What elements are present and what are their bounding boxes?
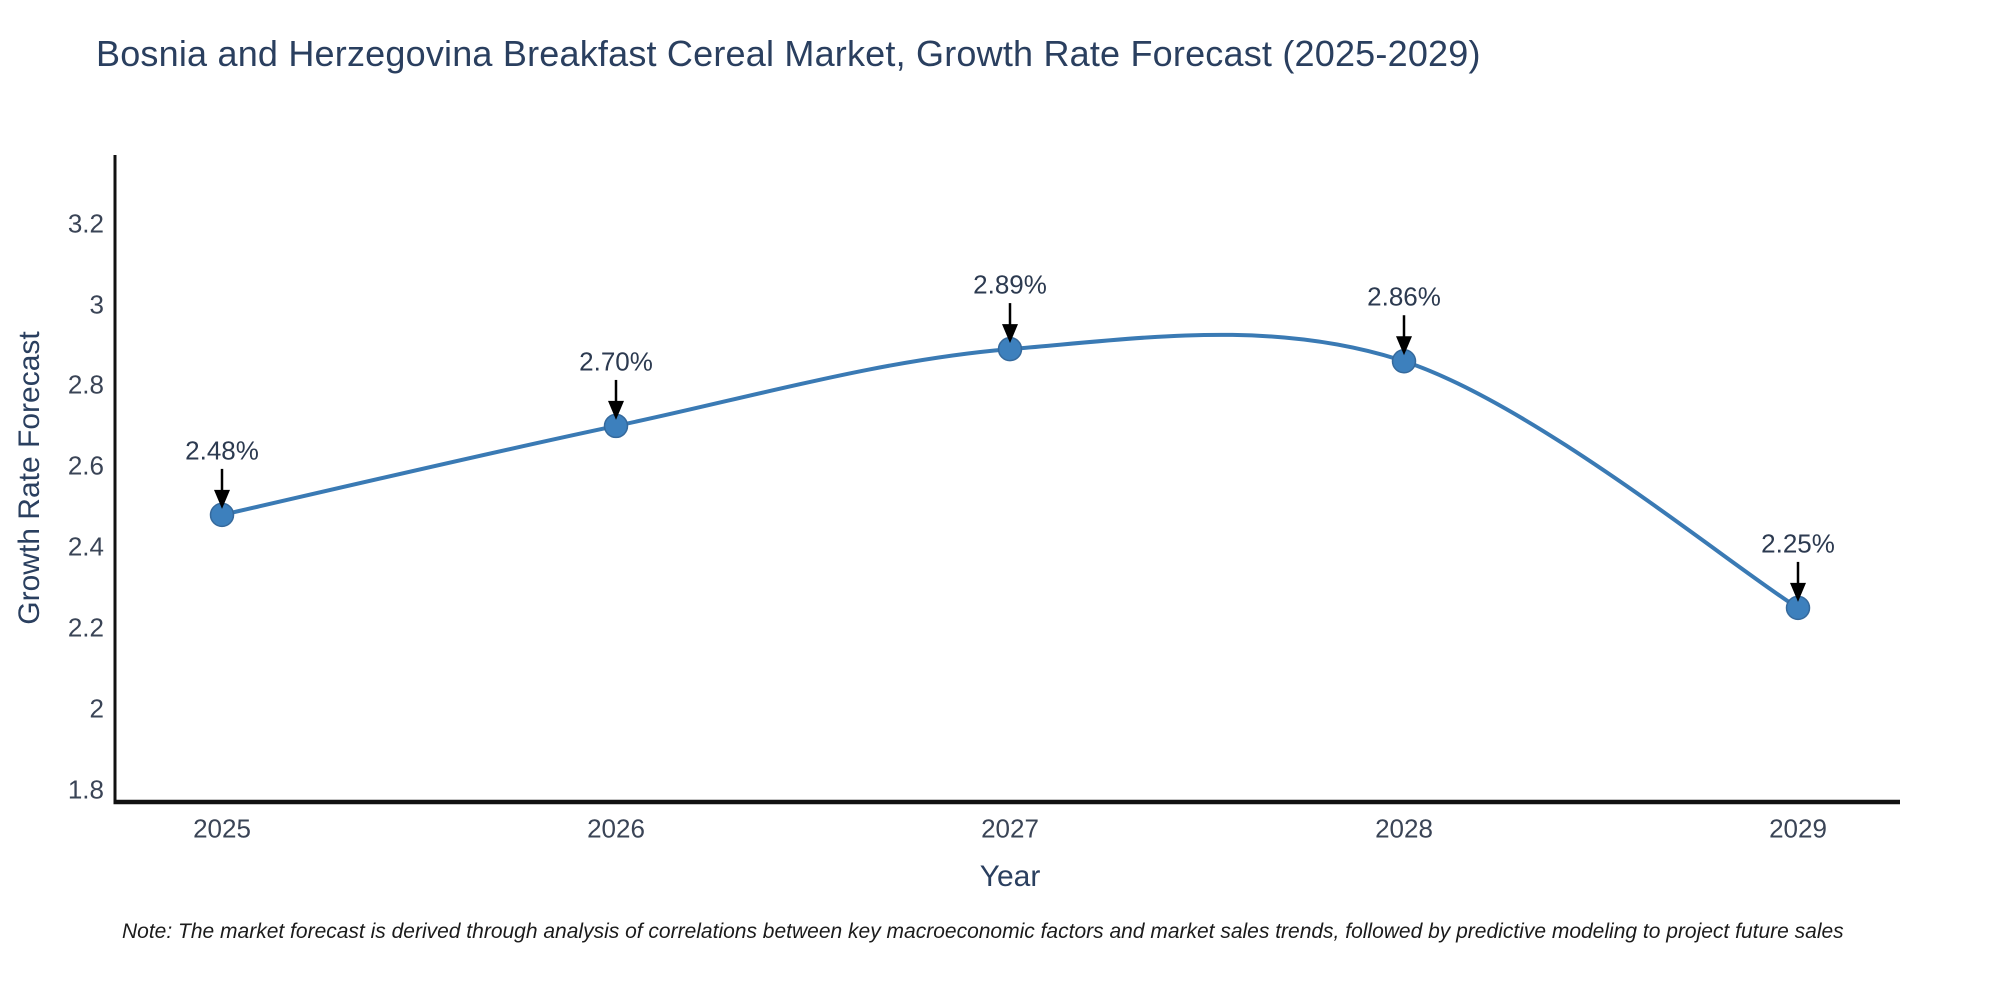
y-tick-label: 2.6: [67, 450, 104, 481]
x-tick-label: 2026: [587, 813, 645, 844]
footnote: Note: The market forecast is derived thr…: [122, 920, 1844, 943]
y-tick-label: 3.2: [67, 208, 104, 239]
series-line: [220, 332, 1800, 610]
annotation-arrowhead-icon: [1790, 582, 1806, 602]
y-tick-label: 1.8: [67, 774, 104, 805]
point-value-label: 2.89%: [973, 269, 1047, 300]
x-axis-title: Year: [979, 860, 1041, 893]
x-tick-label: 2028: [1375, 813, 1433, 844]
y-tick-label: 2.8: [67, 369, 104, 400]
chart-title: Bosnia and Herzegovina Breakfast Cereal …: [96, 33, 1481, 74]
point-value-label: 2.25%: [1761, 528, 1835, 559]
x-tick-label: 2029: [1769, 813, 1827, 844]
y-tick-label: 2: [89, 693, 104, 724]
y-tick-label: 3: [89, 289, 104, 320]
annotation-arrowhead-icon: [1002, 324, 1018, 344]
annotation-arrowhead-icon: [214, 489, 230, 509]
point-value-label: 2.48%: [185, 435, 259, 466]
point-value-label: 2.86%: [1367, 281, 1441, 312]
y-tick-label: 2.2: [67, 612, 104, 643]
x-tick-label: 2027: [981, 813, 1039, 844]
y-tick-label: 2.4: [67, 531, 104, 562]
annotation-arrowhead-icon: [608, 400, 624, 420]
point-value-label: 2.70%: [579, 346, 653, 377]
annotation-arrowhead-icon: [1396, 336, 1412, 356]
x-tick-label: 2025: [193, 813, 251, 844]
